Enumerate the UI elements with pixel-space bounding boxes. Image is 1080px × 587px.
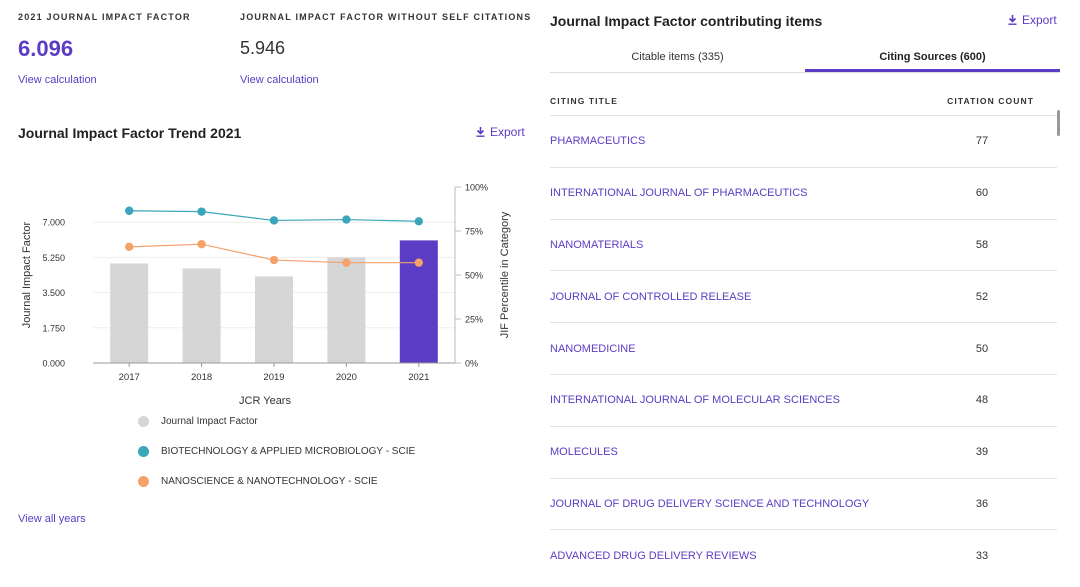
contrib-export-button[interactable]: Export	[1008, 13, 1057, 27]
table-row[interactable]: JOURNAL OF DRUG DELIVERY SCIENCE AND TEC…	[550, 477, 1057, 530]
y-tick-label: 0.000	[42, 359, 65, 369]
citing-title-link[interactable]: INTERNATIONAL JOURNAL OF MOLECULAR SCIEN…	[550, 394, 840, 407]
trend-title: Journal Impact Factor Trend 2021	[18, 125, 242, 141]
citation-count: 39	[975, 446, 989, 459]
citing-sources-table: PHARMACEUTICS 77 INTERNATIONAL JOURNAL OF …	[550, 115, 1057, 581]
series-point-1-2021[interactable]	[414, 217, 423, 226]
citation-count: 33	[975, 549, 989, 562]
citation-count: 50	[975, 342, 989, 355]
y2-tick-label: 0%	[465, 359, 478, 369]
trend-export-label: Export	[490, 125, 525, 139]
contrib-export-label: Export	[1022, 13, 1057, 27]
jif-no-self-citations-value: 5.946	[240, 38, 286, 58]
citation-count: 77	[975, 135, 989, 148]
legend-item-biotech[interactable]: BIOTECHNOLOGY & APPLIED MICROBIOLOGY - S…	[138, 446, 415, 457]
citing-title-link[interactable]: ADVANCED DRUG DELIVERY REVIEWS	[550, 549, 757, 562]
table-row[interactable]: NANOMATERIALS 58	[550, 218, 1057, 271]
contrib-tabs: Citable items (335) Citing Sources (600)	[550, 44, 1060, 73]
table-scrollbar[interactable]	[1057, 110, 1060, 136]
x-tick-label: 2020	[336, 372, 357, 383]
download-icon	[1008, 15, 1017, 25]
jif-view-calculation-link[interactable]: View calculation	[18, 74, 97, 86]
citation-count: 36	[975, 497, 989, 510]
table-row[interactable]: MOLECULES 39	[550, 425, 1057, 478]
view-all-years-link[interactable]: View all years	[18, 513, 86, 525]
trend-export-button[interactable]: Export	[476, 125, 525, 139]
legend-label-biotech: BIOTECHNOLOGY & APPLIED MICROBIOLOGY - S…	[161, 446, 416, 457]
bar-jif-2017[interactable]	[110, 263, 149, 363]
table-row[interactable]: ADVANCED DRUG DELIVERY REVIEWS 33	[550, 529, 1057, 581]
col-header-citation-count[interactable]: CITATION COUNT	[947, 96, 1034, 106]
y2-tick-label: 100%	[465, 183, 488, 193]
jif-value: 6.096	[18, 36, 74, 61]
jif-label: 2021 JOURNAL IMPACT FACTOR	[18, 12, 191, 22]
citing-title-link[interactable]: PHARMACEUTICS	[550, 135, 646, 148]
y-tick-label: 7.000	[42, 218, 65, 228]
x-tick-label: 2018	[191, 372, 212, 383]
series-point-1-2020[interactable]	[342, 215, 351, 224]
series-point-2-2020[interactable]	[342, 258, 351, 267]
series-point-2-2017[interactable]	[125, 242, 134, 252]
x-tick-label: 2017	[119, 372, 140, 383]
table-row[interactable]: INTERNATIONAL JOURNAL OF PHARMACEUTICS 60	[550, 166, 1057, 219]
citing-title-link[interactable]: JOURNAL OF DRUG DELIVERY SCIENCE AND TEC…	[550, 497, 870, 510]
table-header: CITING TITLE CITATION COUNT	[550, 96, 1034, 106]
bar-jif-2018[interactable]	[182, 268, 221, 363]
series-point-2-2018[interactable]	[197, 240, 206, 249]
y-tick-label: 5.250	[42, 253, 65, 263]
y-tick-label: 1.750	[42, 323, 65, 333]
legend-swatch-biotech	[138, 446, 149, 457]
citing-title-link[interactable]: NANOMATERIALS	[550, 238, 644, 251]
series-point-2-2019[interactable]	[269, 255, 279, 265]
y-tick-label: 3.500	[42, 288, 65, 298]
legend-item-jif[interactable]: Journal Impact Factor	[138, 416, 258, 427]
bar-jif-2019[interactable]	[255, 276, 293, 363]
legend-label-nano: NANOSCIENCE & NANOTECHNOLOGY - SCIE	[161, 476, 378, 487]
bar-jif-2020[interactable]	[327, 257, 366, 363]
series-point-1-2018[interactable]	[197, 207, 206, 216]
y2-axis-label: JIF Percentile in Category	[499, 211, 511, 338]
legend-swatch-nano	[138, 476, 149, 487]
citing-title-link[interactable]: NANOMEDICINE	[550, 342, 636, 355]
x-tick-label: 2019	[263, 372, 284, 383]
citing-title-link[interactable]: MOLECULES	[550, 446, 618, 459]
y2-tick-label: 75%	[465, 227, 483, 237]
citation-count: 60	[975, 187, 989, 200]
contrib-title: Journal Impact Factor contributing items	[550, 13, 823, 29]
jif-trend-chart: 0.000 1.750 3.500 5.250 7.000 0% 25% 50% 75% 100%…	[21, 183, 511, 408]
series-point-2-2021[interactable]	[414, 258, 423, 267]
tab-citing-sources[interactable]: Citing Sources (600)	[805, 44, 1060, 72]
citation-count: 52	[975, 290, 989, 303]
legend-item-nano[interactable]: NANOSCIENCE & NANOTECHNOLOGY - SCIE	[138, 476, 378, 487]
col-header-citing-title[interactable]: CITING TITLE	[550, 96, 618, 106]
x-axis-label: JCR Years	[239, 395, 291, 407]
tab-citable-items[interactable]: Citable items (335)	[631, 51, 724, 63]
citing-title-link[interactable]: INTERNATIONAL JOURNAL OF PHARMACEUTICS	[550, 187, 808, 200]
y2-tick-label: 25%	[465, 315, 483, 325]
table-row[interactable]: INTERNATIONAL JOURNAL OF MOLECULAR SCIEN…	[550, 373, 1057, 426]
y-axis-label: Journal Impact Factor	[21, 221, 33, 328]
download-icon	[476, 127, 485, 137]
citing-title-link[interactable]: JOURNAL OF CONTROLLED RELEASE	[550, 290, 752, 303]
citation-count: 58	[975, 238, 989, 251]
y2-tick-label: 50%	[465, 271, 483, 281]
citation-count: 48	[975, 394, 989, 407]
table-row[interactable]: NANOMEDICINE 50	[550, 322, 1057, 374]
legend-swatch-jif	[138, 416, 149, 427]
table-row[interactable]: PHARMACEUTICS 77	[550, 115, 1057, 167]
table-row[interactable]: JOURNAL OF CONTROLLED RELEASE 52	[550, 270, 1057, 322]
series-point-1-2017[interactable]	[125, 206, 134, 215]
jif-no-self-citations-view-calculation-link[interactable]: View calculation	[240, 74, 319, 86]
legend-label-jif: Journal Impact Factor	[161, 416, 258, 427]
jif-no-self-citations-label: JOURNAL IMPACT FACTOR WITHOUT SELF CITAT…	[240, 12, 532, 22]
series-point-1-2019[interactable]	[269, 216, 279, 225]
x-tick-label: 2021	[408, 372, 429, 383]
